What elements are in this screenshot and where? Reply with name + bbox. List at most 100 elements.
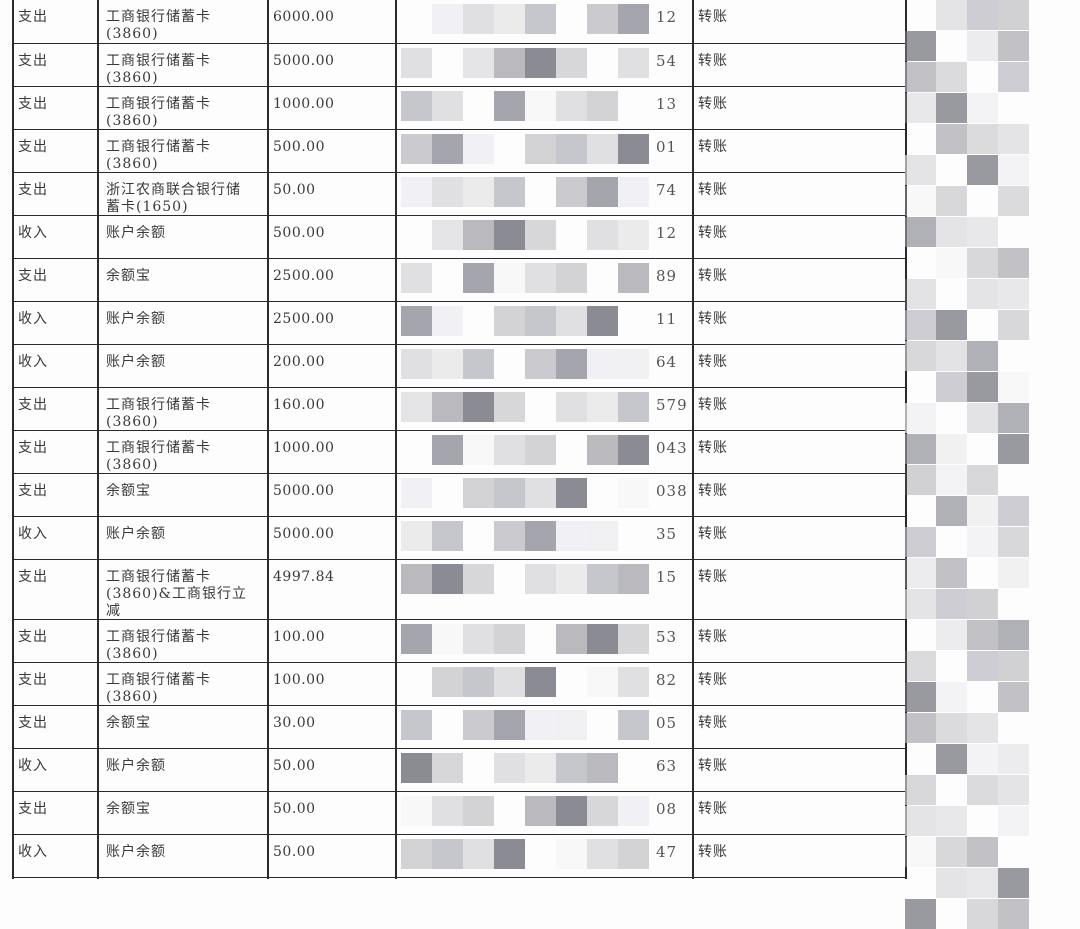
row-divider xyxy=(12,559,907,560)
amount: 2500.00 xyxy=(273,268,335,284)
transaction-method: 转账 xyxy=(698,758,728,774)
redaction-block xyxy=(525,134,556,164)
redaction-block xyxy=(936,806,967,836)
redaction-block xyxy=(967,620,998,650)
redaction-block xyxy=(936,589,967,619)
table-row: 支出 工商银行储蓄卡 (3860) 160.00 579 转账 xyxy=(0,387,1080,431)
redaction-block xyxy=(556,392,587,422)
redaction-block xyxy=(525,521,556,551)
transaction-type: 收入 xyxy=(18,526,48,542)
table-row: 支出 工商银行储蓄卡 (3860) 1000.00 043 转账 xyxy=(0,430,1080,474)
redaction-block xyxy=(432,306,463,336)
reference-number-tail: 74 xyxy=(656,181,678,199)
redaction-block xyxy=(998,620,1029,650)
payment-account: 余额宝 xyxy=(106,801,151,817)
redaction-block xyxy=(587,392,618,422)
amount: 50.00 xyxy=(273,758,316,774)
row-divider xyxy=(12,387,907,388)
transaction-type: 支出 xyxy=(18,801,48,817)
reference-number-tail: 15 xyxy=(656,568,678,586)
redaction-block xyxy=(998,155,1029,185)
transaction-type: 支出 xyxy=(18,53,48,69)
redaction-block xyxy=(905,279,936,309)
redaction-block xyxy=(905,899,936,929)
redaction-block xyxy=(998,558,1029,588)
redaction-block xyxy=(998,434,1029,464)
redaction-block xyxy=(587,4,618,34)
redaction-block xyxy=(618,220,649,250)
redaction-block xyxy=(494,839,525,869)
redaction-block xyxy=(936,682,967,712)
reference-number-tail: 54 xyxy=(656,52,678,70)
redaction-block xyxy=(967,496,998,526)
redaction-block xyxy=(525,478,556,508)
redaction-block xyxy=(618,349,649,379)
amount: 50.00 xyxy=(273,801,316,817)
redaction-block xyxy=(618,624,649,654)
row-divider xyxy=(12,834,907,835)
transaction-type: 支出 xyxy=(18,715,48,731)
redaction-block xyxy=(525,710,556,740)
redaction-block xyxy=(556,521,587,551)
transaction-type: 收入 xyxy=(18,311,48,327)
amount: 30.00 xyxy=(273,715,316,731)
redaction-block xyxy=(401,564,432,594)
reference-number-tail: 13 xyxy=(656,95,678,113)
redaction-block xyxy=(401,306,432,336)
redacted-column xyxy=(905,0,1080,929)
payment-account: 余额宝 xyxy=(106,483,151,499)
redaction-block xyxy=(618,478,649,508)
redaction-block xyxy=(494,435,525,465)
redaction-block xyxy=(432,134,463,164)
row-divider xyxy=(12,43,907,44)
redaction-block xyxy=(401,134,432,164)
redaction-block xyxy=(998,62,1029,92)
table-row: 支出 工商银行储蓄卡 (3860) 100.00 53 转账 xyxy=(0,619,1080,663)
redaction-block xyxy=(494,177,525,207)
transaction-method: 转账 xyxy=(698,311,728,327)
transaction-method: 转账 xyxy=(698,672,728,688)
redaction-block xyxy=(463,478,494,508)
redaction-block xyxy=(967,31,998,61)
redaction-block xyxy=(494,91,525,121)
redaction-block xyxy=(432,521,463,551)
redaction-block xyxy=(587,134,618,164)
redaction-block xyxy=(936,186,967,216)
transaction-method: 转账 xyxy=(698,801,728,817)
redaction-block xyxy=(905,651,936,681)
transaction-method: 转账 xyxy=(698,182,728,198)
redaction-block xyxy=(618,710,649,740)
redaction-block xyxy=(432,753,463,783)
redaction-block xyxy=(401,392,432,422)
payment-account: 余额宝 xyxy=(106,715,151,731)
redaction-block xyxy=(525,753,556,783)
redaction-block xyxy=(936,93,967,123)
payment-account: 工商银行储蓄卡 (3860)&工商银行立 减 xyxy=(106,569,248,619)
redaction-block xyxy=(998,899,1029,929)
transaction-method: 转账 xyxy=(698,96,728,112)
redaction-block xyxy=(401,349,432,379)
redaction-block xyxy=(967,372,998,402)
reference-number-tail: 12 xyxy=(656,8,678,26)
redaction-block xyxy=(401,48,432,78)
redaction-block xyxy=(463,710,494,740)
table-row: 支出 余额宝 5000.00 038 转账 xyxy=(0,473,1080,517)
redaction-block xyxy=(905,465,936,495)
redaction-block xyxy=(587,349,618,379)
redaction-block xyxy=(936,837,967,867)
redaction-block xyxy=(998,248,1029,278)
column-divider xyxy=(692,0,694,879)
payment-account: 账户余额 xyxy=(106,311,166,327)
redaction-block xyxy=(936,434,967,464)
transaction-method: 转账 xyxy=(698,526,728,542)
redaction-block xyxy=(494,4,525,34)
transaction-method: 转账 xyxy=(698,268,728,284)
reference-number-tail: 64 xyxy=(656,353,678,371)
reference-number-tail: 08 xyxy=(656,800,678,818)
redaction-block xyxy=(618,134,649,164)
amount: 50.00 xyxy=(273,844,316,860)
row-divider xyxy=(12,430,907,431)
transaction-type: 收入 xyxy=(18,354,48,370)
redaction-block xyxy=(905,310,936,340)
payment-account: 工商银行储蓄卡 (3860) xyxy=(106,96,211,129)
